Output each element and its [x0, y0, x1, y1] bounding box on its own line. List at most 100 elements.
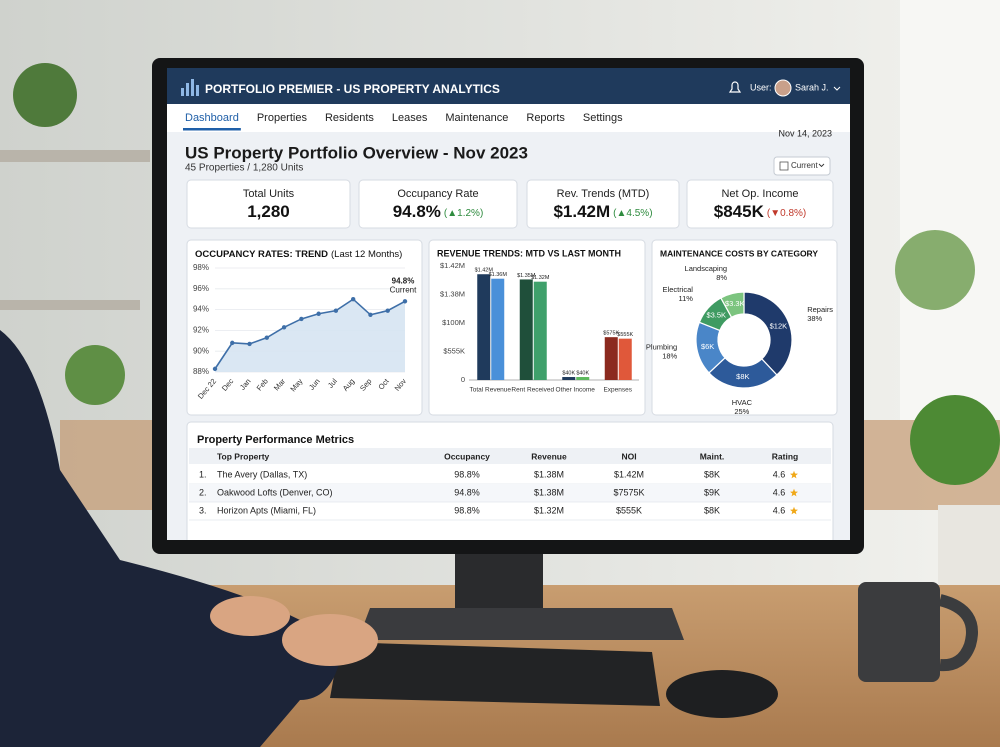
bar: [533, 281, 547, 380]
header-bar: [167, 68, 850, 104]
table-cell: Horizon Apts (Miami, FL): [217, 505, 316, 515]
row-rank: 2.: [199, 487, 207, 497]
y-tick-label: 98%: [193, 263, 209, 272]
hand: [282, 614, 378, 666]
line-point: [281, 325, 287, 330]
table-cell: 98.8%: [454, 469, 480, 479]
line: [214, 298, 406, 370]
slice-amount: $12K: [770, 321, 788, 330]
annotation-value: 94.8%: [392, 276, 415, 285]
filter-chevron[interactable]: [818, 163, 825, 168]
rating-star: [790, 488, 798, 497]
nav-tab[interactable]: Dashboard: [185, 112, 239, 124]
plant: [895, 230, 975, 310]
table-cell: $9K: [704, 487, 720, 497]
slice-name: Plumbing: [646, 343, 677, 352]
slice-amount: $3.3K: [725, 299, 745, 308]
line-point: [385, 308, 390, 313]
bar: [519, 279, 533, 380]
card: [651, 239, 838, 416]
bell-icon[interactable]: [728, 81, 742, 93]
monitor-neck: [455, 548, 543, 610]
y-tick-label: 94%: [193, 305, 209, 314]
user-name[interactable]: Sarah J.: [795, 82, 829, 92]
bar: [477, 274, 491, 380]
bar: [491, 278, 505, 380]
nav-tab[interactable]: Properties: [257, 112, 308, 124]
table-cell: $8K: [704, 505, 720, 515]
table-cell: 94.8%: [454, 487, 480, 497]
shelf: [0, 300, 140, 310]
nav-tab[interactable]: Leases: [392, 112, 428, 124]
bar-value-label: $1.35M: [517, 273, 536, 279]
kpi-value-line: 94.8% (▲1.2%): [393, 202, 484, 221]
slice-name: Electrical: [663, 285, 694, 294]
y-tick-label: 0: [461, 375, 465, 384]
bar: [576, 377, 590, 380]
kpi-change: (▲1.2%): [444, 208, 483, 219]
table-column-header: Occupancy: [444, 451, 490, 461]
table-row-bg: [189, 484, 831, 502]
bar-value-label: $575K: [603, 331, 619, 337]
active-tab-underline: [183, 128, 241, 131]
user-chevron[interactable]: [833, 86, 841, 91]
chart-title: OCCUPANCY RATES: TREND: [195, 249, 328, 260]
kpi-label: Total Units: [243, 188, 295, 200]
table-cell: $1.32M: [534, 505, 564, 515]
table-cell: The Avery (Dallas, TX): [217, 469, 307, 479]
nav-date: Nov 14, 2023: [778, 128, 832, 138]
y-tick-label: 88%: [193, 367, 209, 376]
y-tick-label: 92%: [193, 326, 209, 335]
table-column-header: Maint.: [700, 451, 725, 461]
nav-tab[interactable]: Reports: [526, 112, 565, 124]
mug: [858, 582, 940, 682]
bar: [618, 338, 632, 380]
line-point: [368, 312, 373, 317]
row-rank: 1.: [199, 469, 207, 479]
overview-subtitle: 45 Properties / 1,280 Units: [185, 163, 303, 174]
nav-tab[interactable]: Maintenance: [445, 112, 508, 124]
bar: [604, 337, 618, 380]
table-cell: $7575K: [613, 487, 644, 497]
nav-tab[interactable]: Settings: [583, 112, 623, 124]
plant: [13, 63, 77, 127]
nav-tab[interactable]: Residents: [325, 112, 374, 124]
x-tick-label: Other Income: [556, 387, 596, 394]
kpi-label: Net Op. Income: [721, 188, 798, 200]
monitor-base: [358, 608, 684, 640]
slice-name: Repairs: [807, 305, 833, 314]
kpi-change: (▼0.8%): [767, 208, 806, 219]
mouse: [666, 670, 778, 718]
table-column-header: NOI: [621, 451, 636, 461]
table-cell: 4.6: [773, 469, 786, 479]
chart-title: MAINTENANCE COSTS BY CATEGORY: [660, 248, 818, 258]
donut-slice: [720, 291, 745, 319]
app-title: PORTFOLIO PREMIER - US PROPERTY ANALYTIC…: [205, 82, 500, 96]
table-column-header: Top Property: [217, 451, 270, 461]
kpi-value: 1,280: [247, 202, 290, 221]
card: [186, 179, 351, 229]
kpi-change: (▲4.5%): [613, 208, 652, 219]
line-point: [402, 299, 408, 304]
filter-label[interactable]: Current: [791, 161, 818, 170]
table-cell: Oakwood Lofts (Denver, CO): [217, 487, 333, 497]
keyboard: [330, 642, 660, 706]
x-tick-label: Rent Received: [511, 387, 554, 394]
slice-amount: $8K: [736, 372, 749, 381]
y-tick-label: $1.38M: [440, 289, 465, 298]
table-cell: $1.38M: [534, 469, 564, 479]
user-label: User:: [750, 82, 772, 92]
line-point: [264, 335, 270, 340]
avatar[interactable]: [774, 79, 792, 97]
x-tick-label: Total Revenue: [469, 387, 511, 394]
kpi-value-line: 1,280: [247, 202, 290, 221]
filter-button[interactable]: [773, 156, 831, 176]
kpi-value-line: $845K (▼0.8%): [714, 202, 806, 221]
table-header-bg: [189, 448, 831, 464]
x-tick-label: Expenses: [603, 387, 632, 394]
person: [0, 330, 340, 747]
overview-title: US Property Portfolio Overview - Nov 202…: [185, 143, 528, 162]
y-tick-label: 90%: [193, 346, 209, 355]
